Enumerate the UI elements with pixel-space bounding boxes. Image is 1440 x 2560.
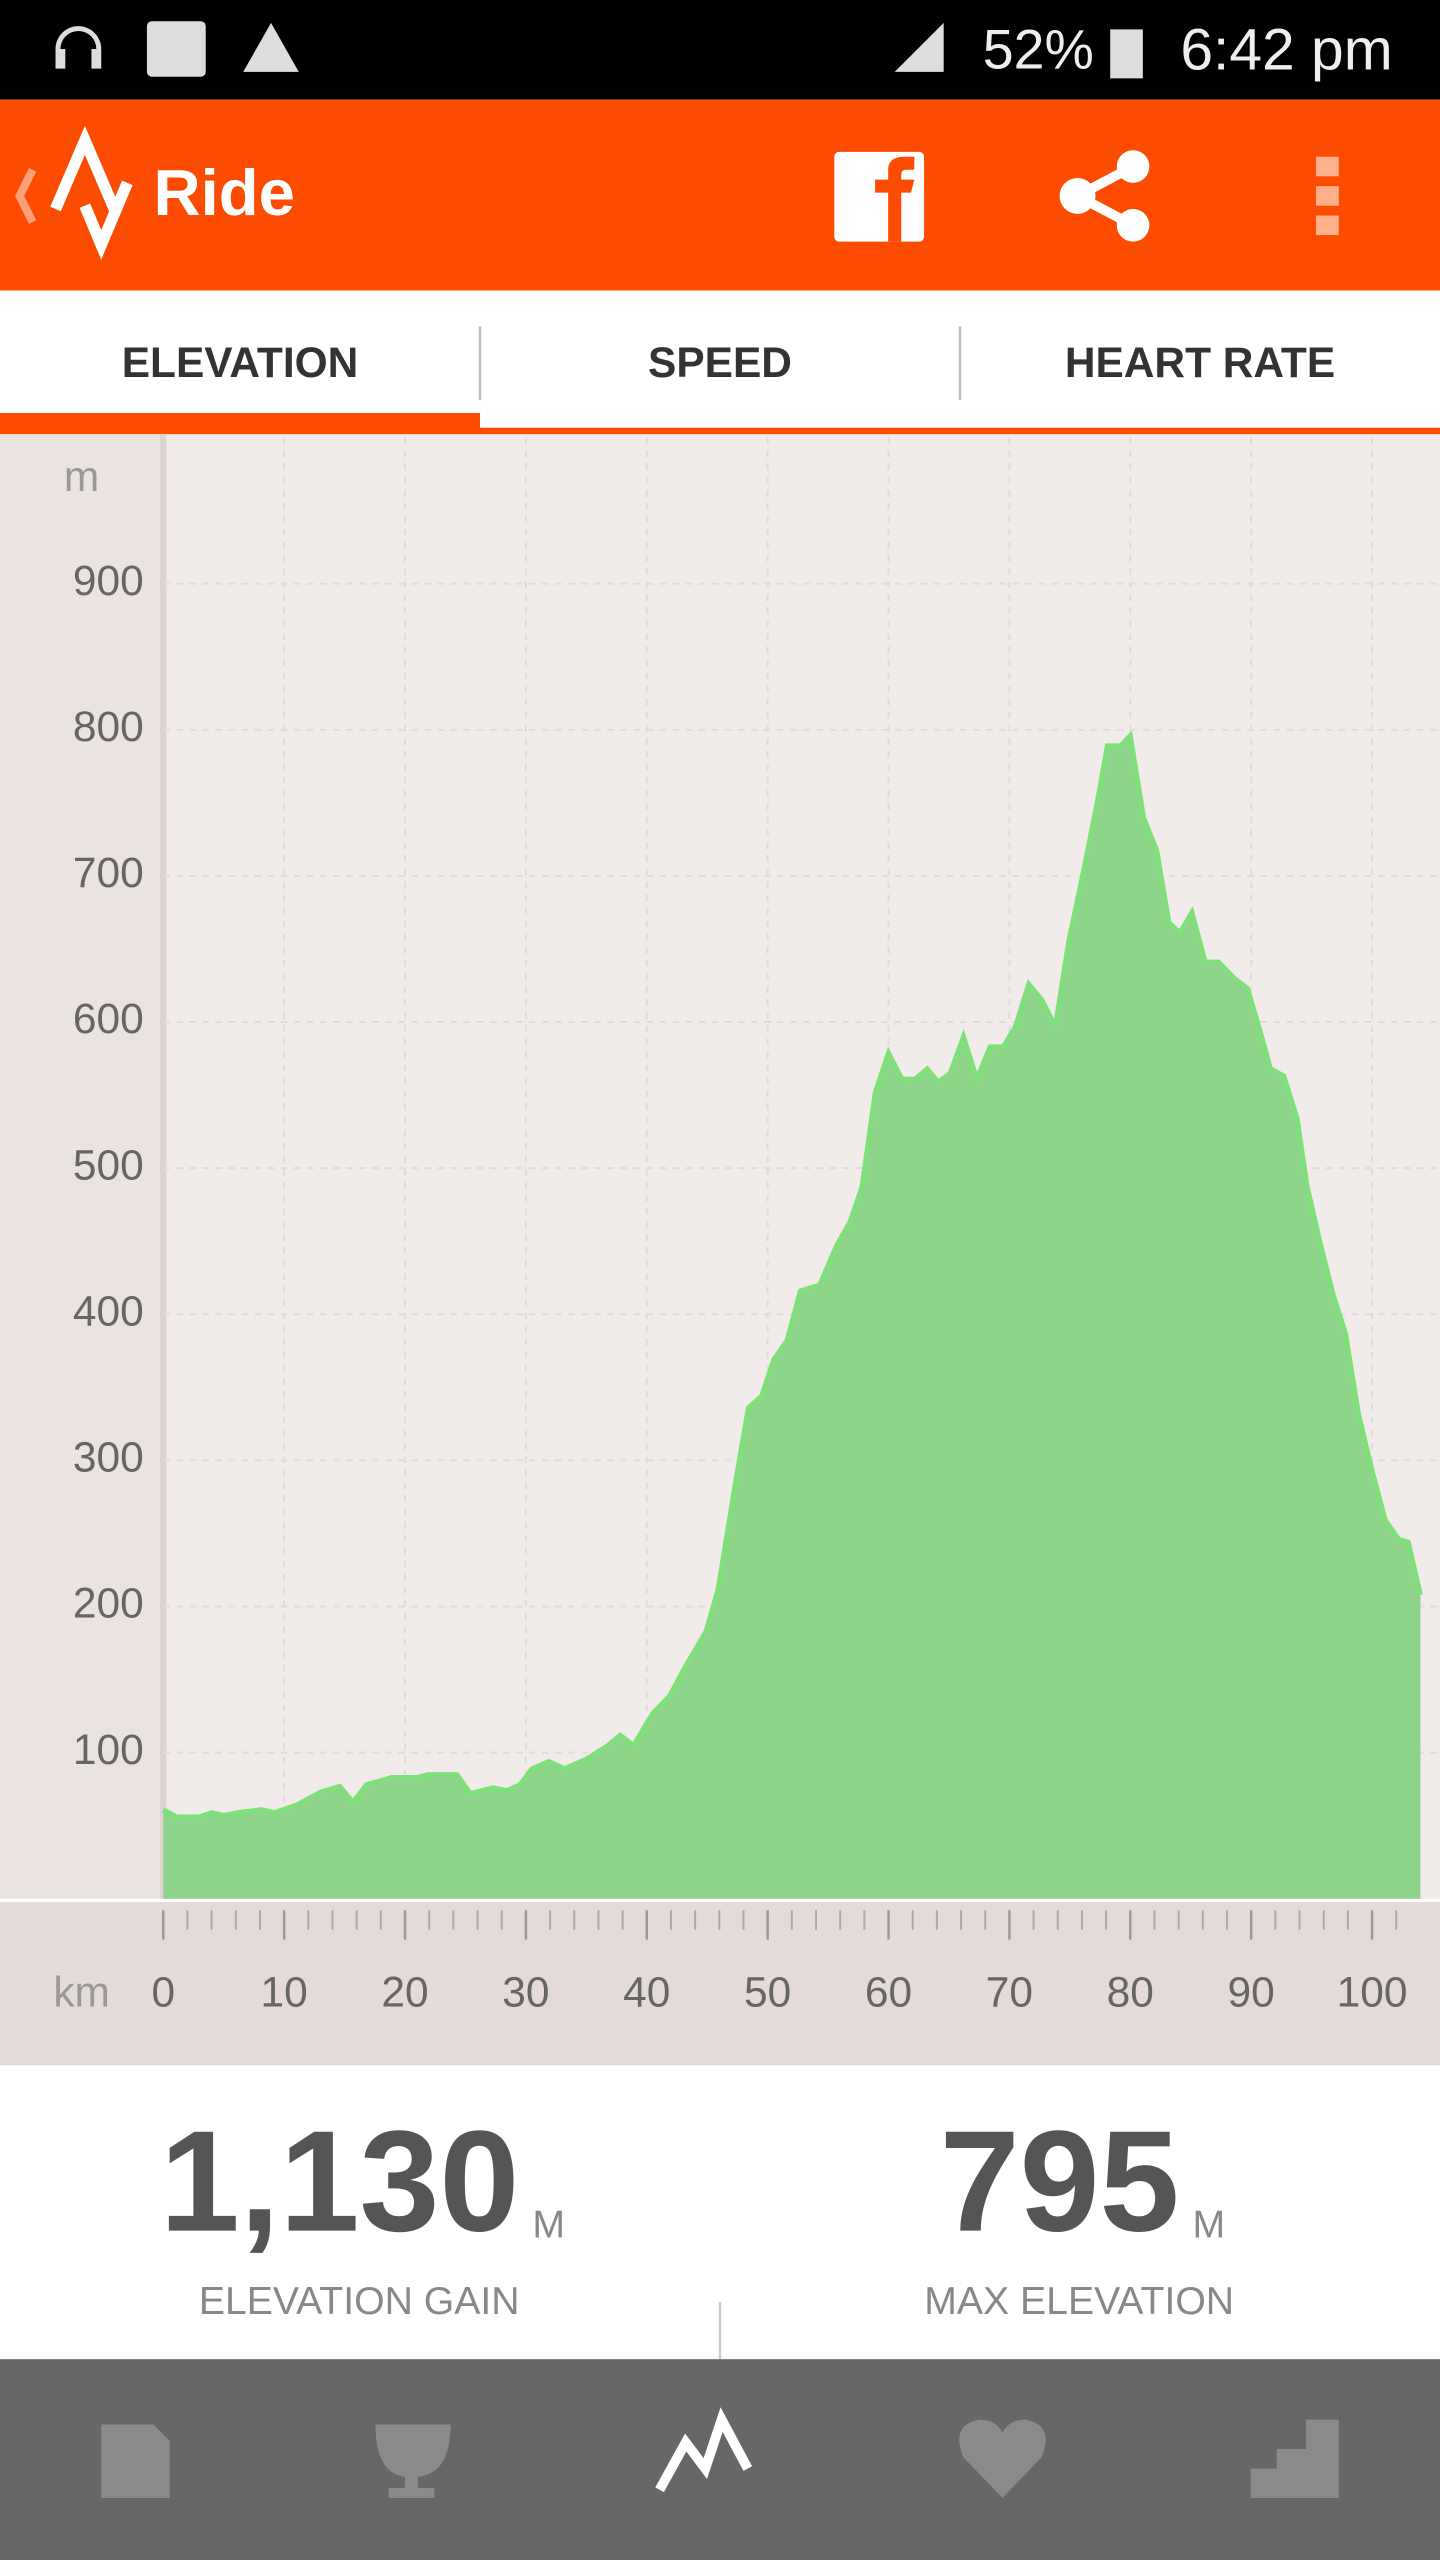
- x-tick-label: 20: [381, 1968, 428, 2015]
- elevation-line: [162, 730, 1423, 1820]
- facebook-f: [875, 156, 915, 242]
- share-dot: [1116, 150, 1150, 183]
- stat-value: 795: [940, 2102, 1180, 2262]
- share-dot: [1116, 208, 1150, 242]
- app-title: Ride: [153, 156, 294, 229]
- facebook-icon: [834, 151, 925, 242]
- x-tick-label: 90: [1228, 1968, 1275, 2015]
- menu-dot: [1315, 156, 1339, 177]
- clock: 6:42 pm: [1180, 17, 1392, 82]
- status-bar: [0, 0, 1440, 100]
- nav-trophy[interactable]: [375, 2424, 451, 2498]
- x-tick-label: 0: [151, 1968, 175, 2015]
- x-tick-label: 100: [1337, 1968, 1408, 2015]
- nav-stats[interactable]: [1250, 2419, 1339, 2498]
- x-tick-label: 70: [986, 1968, 1033, 2015]
- app-icon: [146, 21, 206, 77]
- y-tick-label: 800: [73, 703, 144, 750]
- stat-unit: M: [532, 2203, 565, 2246]
- stat-unit: M: [1192, 2203, 1225, 2246]
- x-tick-label: 50: [744, 1968, 791, 2015]
- x-tick-label: 80: [1107, 1968, 1154, 2015]
- y-tick-label: 400: [73, 1288, 144, 1335]
- nav-activity[interactable]: [655, 2407, 753, 2493]
- y-tick-label: 600: [73, 995, 144, 1042]
- y-axis-strip: [0, 434, 164, 1899]
- warning-icon: [243, 22, 299, 72]
- nav-heart[interactable]: [959, 2419, 1046, 2498]
- y-unit: m: [64, 453, 99, 500]
- stat-label: MAX ELEVATION: [924, 2280, 1234, 2323]
- menu-dot: [1315, 186, 1339, 206]
- headphone-icon: [55, 26, 102, 69]
- y-axis-shadow: [160, 434, 167, 1899]
- x-unit: km: [53, 1968, 110, 2015]
- nav-icons: [101, 2407, 1339, 2498]
- menu-dot: [1315, 215, 1339, 236]
- menu-button[interactable]: [1315, 156, 1339, 236]
- tab-label[interactable]: SPEED: [648, 339, 792, 386]
- stat-label: ELEVATION GAIN: [199, 2280, 520, 2323]
- app-bar: [0, 99, 1440, 291]
- bottom-nav: [0, 2359, 1440, 2560]
- x-tick-label: 30: [502, 1968, 549, 2015]
- share-button[interactable]: [1059, 150, 1150, 242]
- x-tick-label: 10: [261, 1968, 308, 2015]
- logo: [50, 125, 133, 260]
- battery-icon: [1110, 29, 1143, 79]
- y-tick-label: 500: [73, 1141, 144, 1188]
- status-icons: [55, 21, 1143, 79]
- elevation-area: [163, 735, 1421, 1899]
- y-tick-label: 200: [73, 1580, 144, 1627]
- facebook-button[interactable]: [834, 151, 925, 242]
- back-arrow: [15, 167, 37, 224]
- tab-indicator: [0, 413, 480, 430]
- battery-text: 52%: [983, 19, 1094, 81]
- x-tick-label: 40: [623, 1968, 670, 2015]
- tab-label[interactable]: HEART RATE: [1065, 339, 1335, 386]
- back-logo[interactable]: [15, 125, 133, 260]
- y-tick-label: 100: [73, 1726, 144, 1773]
- nav-feed[interactable]: [101, 2424, 170, 2498]
- tab-label[interactable]: ELEVATION: [122, 339, 359, 386]
- x-tick-label: 60: [865, 1968, 912, 2015]
- y-tick-label: 700: [73, 849, 144, 896]
- share-dot: [1059, 177, 1096, 214]
- y-tick-label: 300: [73, 1434, 144, 1481]
- stat-value: 1,130: [160, 2102, 519, 2262]
- tab-bar: [0, 290, 1440, 432]
- y-tick-label: 900: [73, 557, 144, 604]
- tab-underline: [0, 427, 1440, 435]
